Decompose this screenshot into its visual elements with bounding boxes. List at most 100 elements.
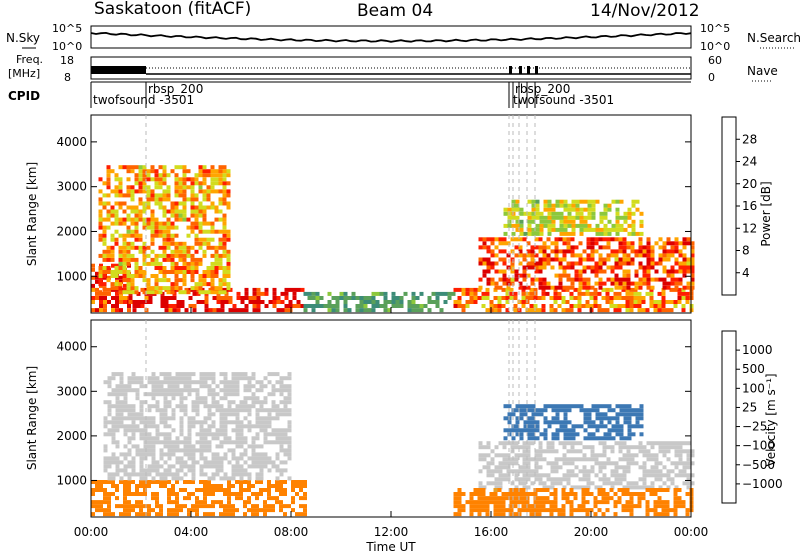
heatmap-cell	[203, 448, 208, 453]
heatmap-cell	[559, 203, 564, 208]
heatmap-cell	[212, 296, 217, 300]
heatmap-cell	[514, 237, 519, 242]
heatmap-cell	[150, 290, 155, 295]
heatmap-cell	[204, 304, 209, 308]
heatmap-cell	[639, 408, 644, 413]
heatmap-cell	[259, 456, 264, 461]
heatmap-cell	[222, 290, 227, 295]
heatmap-cell	[174, 278, 179, 283]
heatmap-cell	[526, 241, 531, 246]
heatmap-cell	[159, 420, 164, 425]
heatmap-cell	[199, 400, 204, 405]
heatmap-cell	[91, 267, 95, 272]
heatmap-cell	[255, 412, 260, 417]
heatmap-cell	[645, 291, 650, 296]
heatmap-cell	[175, 444, 180, 449]
heatmap-cell	[247, 420, 252, 425]
heatmap-cell	[198, 261, 203, 266]
heatmap-cell	[465, 291, 470, 296]
heatmap-cell	[538, 477, 543, 482]
heatmap-cell	[190, 189, 195, 194]
heatmap-cell	[122, 270, 127, 274]
heatmap-cell	[642, 473, 647, 478]
heatmap-cell	[99, 500, 103, 505]
heatmap-cell	[134, 229, 139, 234]
heatmap-cell	[103, 432, 108, 437]
heatmap-cell	[542, 485, 547, 490]
heatmap-cell	[514, 269, 519, 274]
heatmap-cell	[642, 249, 647, 254]
heatmap-cell	[615, 199, 620, 204]
heatmap-cell	[106, 193, 111, 198]
heatmap-cell	[255, 432, 260, 437]
heatmap-cell	[243, 376, 248, 381]
heatmap-cell	[626, 453, 631, 458]
heatmap-cell	[155, 376, 160, 381]
heatmap-cell	[218, 169, 223, 174]
heatmap-cell	[287, 420, 292, 425]
heatmap-cell	[686, 441, 691, 446]
heatmap-cell	[681, 287, 686, 292]
heatmap-cell	[211, 400, 216, 405]
heatmap-cell	[190, 205, 195, 210]
heatmap-cell	[478, 469, 483, 474]
heatmap-cell	[99, 508, 103, 513]
heatmap-cell	[477, 508, 482, 513]
heatmap-cell	[387, 308, 392, 313]
heatmap-cell	[154, 169, 159, 174]
heatmap-cell	[622, 241, 627, 246]
heatmap-cell	[284, 291, 289, 296]
heatmap-cell	[275, 404, 280, 409]
heatmap-cell	[583, 436, 588, 441]
heatmap-cell	[457, 287, 462, 292]
heatmap-cell	[453, 500, 458, 505]
heatmap-cell	[597, 500, 602, 505]
heatmap-cell	[570, 237, 575, 242]
heatmap-cell	[103, 492, 107, 496]
heatmap-cell	[534, 473, 539, 478]
heatmap-cell	[291, 480, 295, 484]
heatmap-cell	[670, 441, 675, 446]
heatmap-cell	[681, 296, 686, 300]
heatmap-cell	[207, 448, 212, 453]
heatmap-cell	[526, 453, 531, 458]
heatmap-cell	[527, 227, 532, 232]
heatmap-cell	[214, 209, 219, 214]
heatmap-cell	[494, 281, 499, 286]
heatmap-cell	[211, 404, 216, 409]
heatmap-cell	[669, 308, 674, 313]
heatmap-cell	[219, 396, 224, 401]
heatmap-cell	[605, 492, 610, 496]
heatmap-cell	[673, 287, 678, 292]
heatmap-cell	[155, 496, 159, 501]
heatmap-cell	[251, 484, 255, 488]
colorbar-tick-label: −25	[742, 420, 767, 434]
heatmap-cell	[279, 392, 284, 397]
heatmap-cell	[183, 488, 187, 492]
heatmap-cell	[183, 464, 188, 469]
heatmap-cell	[183, 440, 188, 445]
heatmap-cell	[138, 177, 143, 182]
heatmap-cell	[256, 296, 261, 300]
heatmap-cell	[546, 261, 551, 266]
heatmap-cell	[160, 296, 165, 300]
heatmap-cell	[566, 245, 571, 250]
heatmap-cell	[594, 237, 599, 242]
heatmap-cell	[299, 496, 303, 501]
heatmap-cell	[563, 199, 568, 204]
heatmap-cell	[123, 424, 128, 429]
heatmap-cell	[99, 484, 103, 488]
heatmap-cell	[99, 263, 103, 268]
heatmap-cell	[203, 384, 208, 389]
heatmap-cell	[461, 287, 466, 292]
heatmap-cell	[558, 285, 563, 290]
heatmap-cell	[494, 469, 499, 474]
heatmap-cell	[567, 404, 572, 409]
heatmap-cell	[657, 304, 662, 308]
heatmap-cell	[119, 420, 124, 425]
heatmap-cell	[107, 275, 111, 280]
heatmap-cell	[191, 416, 196, 421]
heatmap-cell	[162, 253, 167, 258]
heatmap-cell	[256, 291, 261, 296]
heatmap-cell	[649, 508, 654, 513]
